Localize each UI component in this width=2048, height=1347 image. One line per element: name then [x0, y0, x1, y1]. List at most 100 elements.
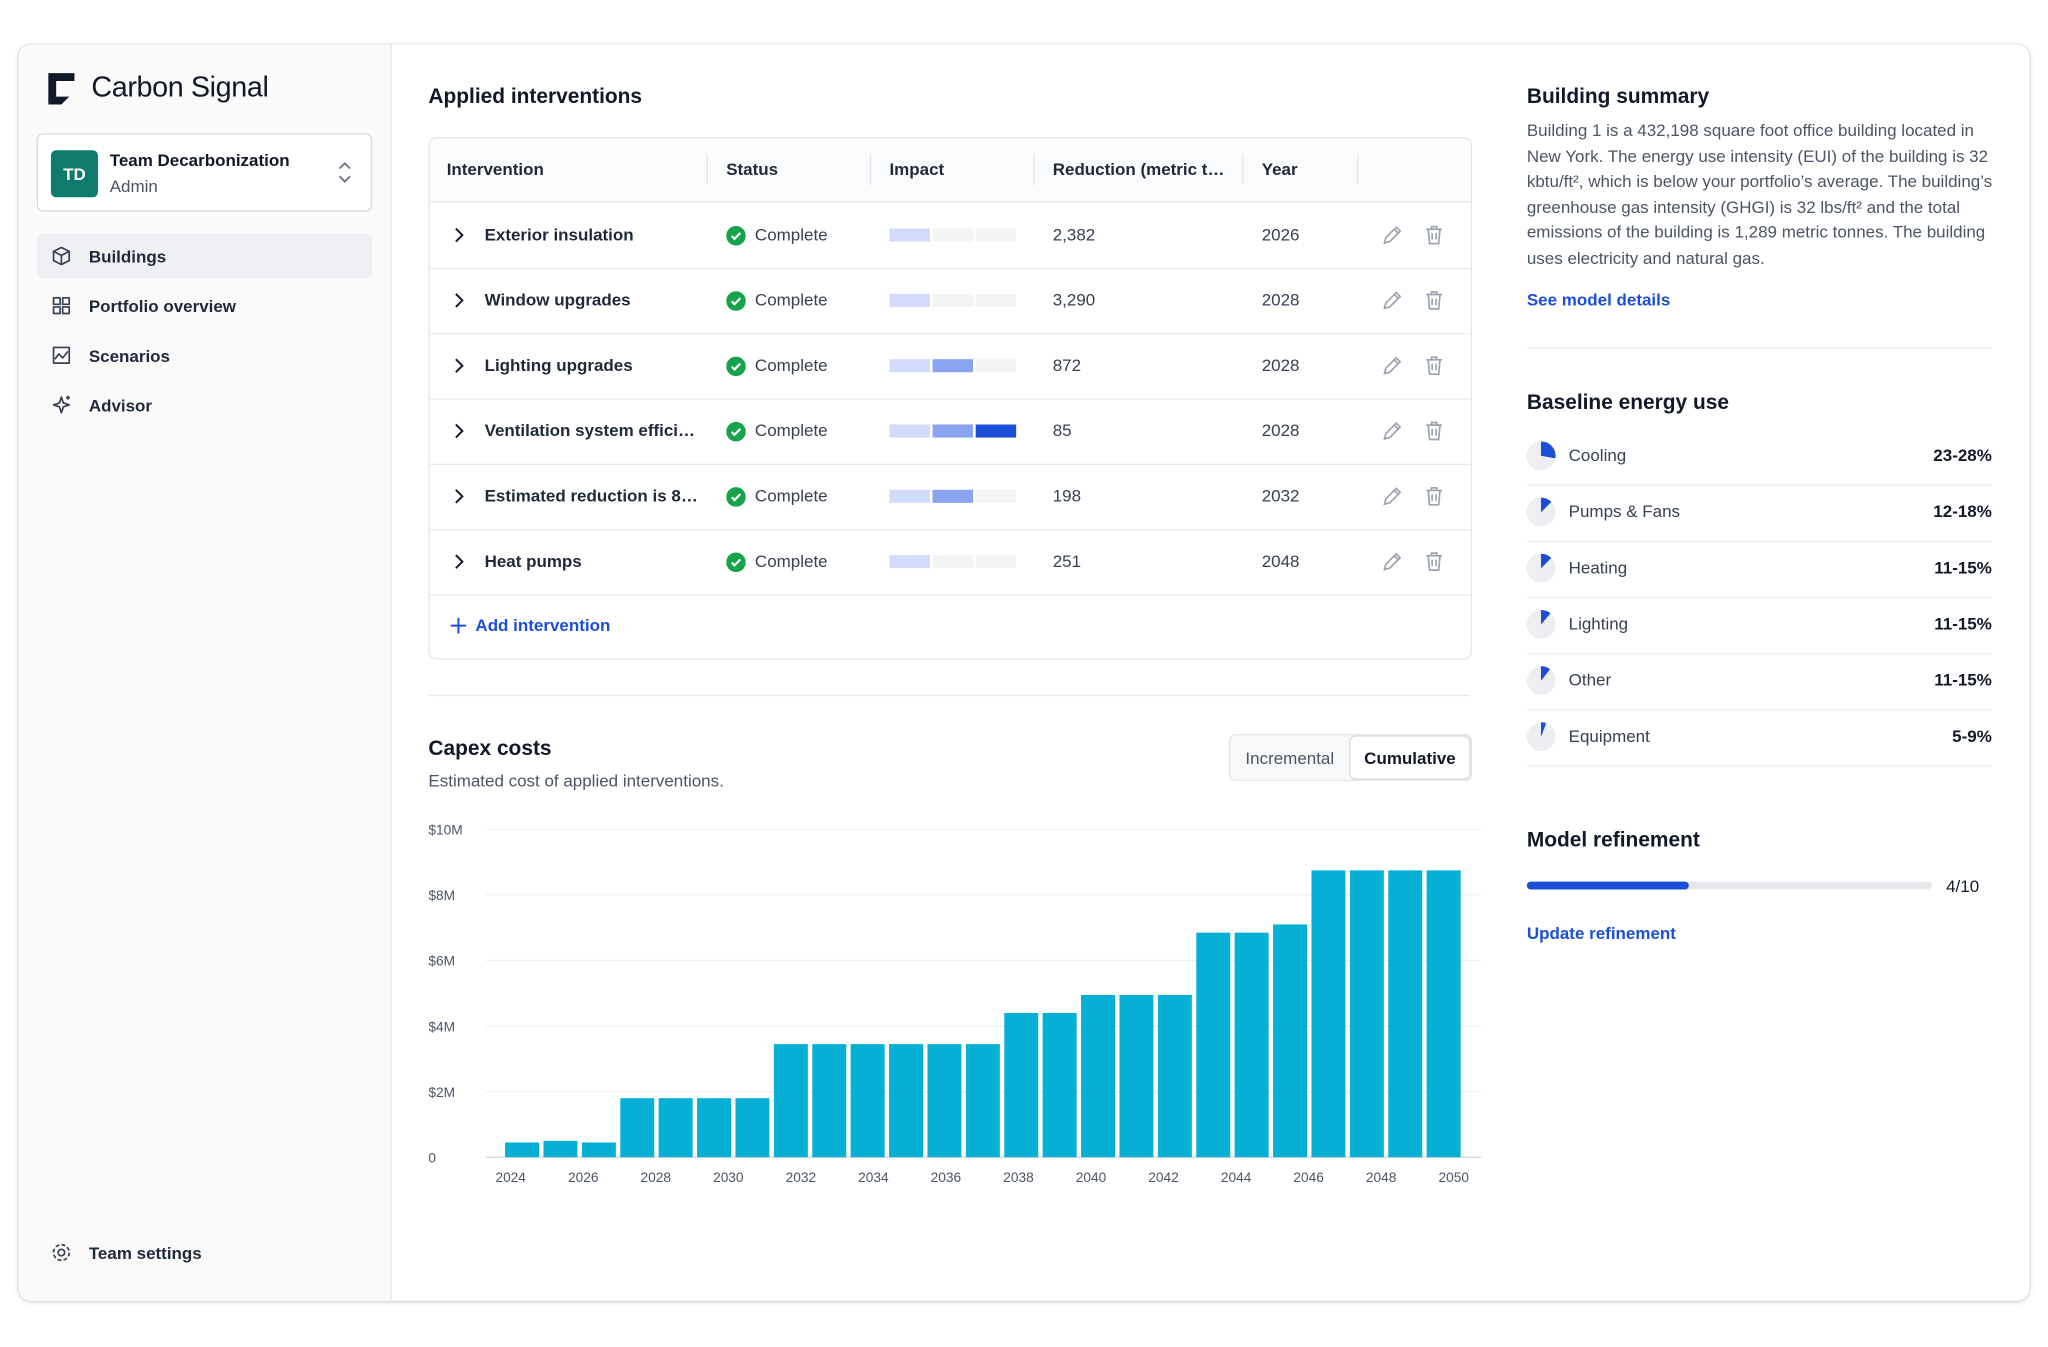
- icon: [52, 1243, 71, 1262]
- impact-segment: [932, 555, 974, 569]
- bar: [1349, 870, 1384, 1158]
- impact-segment: [932, 293, 974, 307]
- pencil: [1383, 421, 1402, 441]
- delete-button[interactable]: [1422, 419, 1446, 443]
- chevron: [455, 293, 464, 308]
- edit-button[interactable]: [1381, 419, 1405, 443]
- x-tick-label: 2034: [858, 1170, 889, 1185]
- status: Complete: [754, 224, 828, 245]
- team-settings[interactable]: Team settings: [37, 1230, 373, 1274]
- impact-segment: [975, 293, 1017, 307]
- year: 2026: [1261, 224, 1300, 245]
- energy-range: 11-15%: [1934, 670, 1992, 690]
- pencil: [1383, 552, 1402, 571]
- progress-label: 4/10: [1946, 876, 1980, 896]
- update-refinement-link[interactable]: Update refinement: [1526, 923, 1676, 944]
- check: [730, 297, 742, 306]
- nav-item[interactable]: Buildings: [36, 233, 373, 279]
- bar: [773, 1044, 808, 1158]
- sidebar: Carbon Signal TD Team Decarbonization Ad…: [18, 44, 392, 1301]
- x-tick-label: 2040: [1076, 1170, 1107, 1185]
- bar: [581, 1142, 616, 1158]
- delete-button[interactable]: [1422, 550, 1446, 574]
- energy-range: 11-15%: [1934, 613, 1992, 634]
- edit-button[interactable]: [1381, 550, 1405, 574]
- impact-segment: [889, 424, 930, 438]
- team-switcher[interactable]: TD Team Decarbonization Admin: [36, 133, 373, 212]
- delete-button[interactable]: [1422, 223, 1446, 247]
- section-title: Applied interventions: [428, 86, 643, 109]
- chevrons: [338, 161, 351, 183]
- summary-text: Building 1 is a 432,198 square foot offi…: [1526, 120, 1993, 268]
- nav-label: Scenarios: [88, 345, 170, 366]
- column-separator: [1242, 154, 1244, 186]
- capex-chart: 0 $2M $4M $6M $8M $10M 2024 2026 2028 2030 2032 203…: [428, 823, 1482, 1185]
- status: Complete: [754, 485, 828, 506]
- energy-row: Equipment 5-9%: [1526, 709, 1992, 767]
- status-icon: [726, 421, 746, 442]
- delete-button[interactable]: [1422, 354, 1446, 378]
- window: Carbon Signal TD Team Decarbonization Ad…: [18, 44, 2030, 1301]
- pencil: [1383, 356, 1402, 375]
- status-icon: [726, 356, 746, 377]
- x-tick-label: 2028: [641, 1170, 672, 1185]
- check: [730, 558, 742, 567]
- impact-meter: [889, 424, 1017, 438]
- section-title: Building summary: [1526, 86, 1710, 109]
- bar: [620, 1098, 655, 1158]
- y-tick-label: $8M: [428, 888, 455, 903]
- toggle-option[interactable]: Cumulative: [1349, 735, 1471, 780]
- icon: [52, 296, 71, 315]
- nav-item[interactable]: Advisor: [37, 383, 373, 427]
- team-name: Team Decarbonization: [109, 150, 290, 170]
- x-tick-label: 2026: [568, 1170, 599, 1185]
- reduction: 872: [1052, 355, 1082, 375]
- pencil: [1383, 291, 1402, 310]
- energy-range: 11-15%: [1934, 557, 1992, 578]
- year: 2028: [1261, 355, 1300, 375]
- progress-track: [1526, 881, 1932, 890]
- impact-meter: [889, 489, 1017, 503]
- impact-meter: [889, 555, 1017, 569]
- edit-button[interactable]: [1381, 354, 1405, 378]
- bar: [1004, 1012, 1039, 1158]
- toggle-option[interactable]: Incremental: [1245, 747, 1335, 768]
- check: [730, 428, 742, 437]
- energy-pie: [1526, 666, 1556, 695]
- model-details-link[interactable]: See model details: [1526, 289, 1671, 310]
- intervention-name: Window upgrades: [484, 289, 631, 310]
- column-header: Status: [726, 159, 779, 179]
- edit-button[interactable]: [1381, 289, 1405, 313]
- x-tick-label: 2046: [1293, 1170, 1324, 1185]
- impact-meter: [889, 359, 1017, 373]
- icon: [52, 346, 71, 364]
- status: Complete: [754, 289, 828, 310]
- status-icon: [726, 552, 746, 573]
- energy-range: 5-9%: [1952, 726, 1992, 746]
- divider: [1526, 347, 1992, 349]
- icon-path: [52, 346, 71, 364]
- x-tick-label: 2024: [495, 1170, 526, 1185]
- plus-icon: [450, 617, 467, 633]
- impact-segment: [889, 359, 930, 373]
- bar: [1234, 932, 1269, 1158]
- chevron: [455, 423, 464, 439]
- impact-segment: [889, 293, 930, 307]
- nav-item[interactable]: Portfolio overview: [37, 283, 373, 327]
- nav-item[interactable]: Scenarios: [37, 333, 373, 377]
- nav-label: Advisor: [88, 395, 153, 415]
- pencil: [1383, 226, 1402, 245]
- bar: [543, 1140, 578, 1158]
- icon: [52, 395, 71, 414]
- add-intervention[interactable]: Add intervention: [450, 615, 610, 635]
- view-toggle: Incremental Cumulative: [1229, 734, 1472, 782]
- status: Complete: [754, 420, 828, 441]
- impact-meter: [889, 228, 1017, 242]
- status-icon: [726, 487, 746, 507]
- impact-segment: [932, 489, 974, 503]
- delete-button[interactable]: [1422, 289, 1446, 313]
- edit-button[interactable]: [1381, 485, 1405, 509]
- edit-button[interactable]: [1381, 223, 1405, 247]
- delete-button[interactable]: [1422, 485, 1446, 509]
